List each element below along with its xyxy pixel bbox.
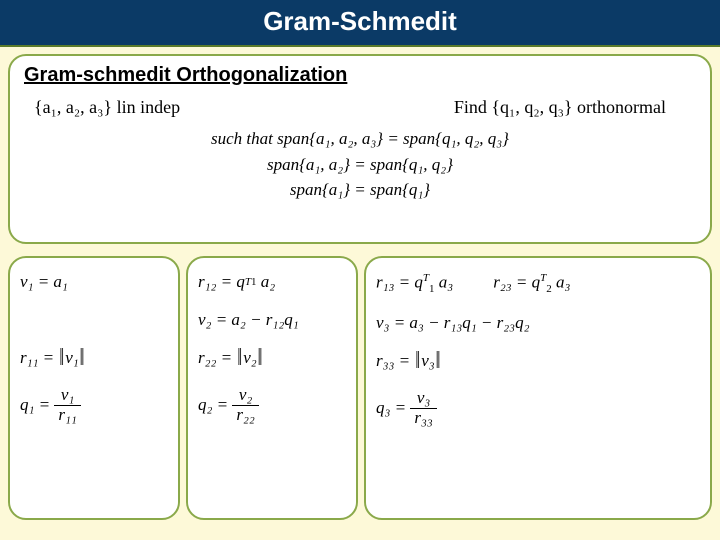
span-line-1: such that span{a₁, a₂, a₃} = span{q₁, q₂… [24,126,696,152]
premise-row: {a₁, a₂, a₃} lin indep Find {q₁, q₂, q₃}… [24,97,696,118]
eq-r33: r₃₃ = ‖v₃‖ [376,351,700,371]
span-line-2: span{a₁, a₂} = span{q₁, q₂} [24,152,696,178]
title-bar: Gram-Schmedit [0,0,720,47]
eq-r11: r₁₁ = ‖v₁‖ [20,348,168,368]
eq-r12: r₁₂ = qT1 a₂ [198,272,346,292]
subtitle: Gram-schmedit Orthogonalization [24,64,696,87]
eq-v1: v₁ = a₁ [20,272,168,292]
span-line-3: span{a₁} = span{q₁} [24,177,696,203]
eq-r22: r₂₂ = ‖v₂‖ [198,348,346,368]
panel-definition: Gram-schmedit Orthogonalization {a₁, a₂,… [8,54,712,244]
page-title: Gram-Schmedit [263,6,457,36]
eq-r13-r23: r₁₃ = qT1 a₃ r₂₃ = qT2 a₃ [376,272,700,295]
span-conditions: such that span{a₁, a₂, a₃} = span{q₁, q₂… [24,126,696,203]
panel-step-2: r₁₂ = qT1 a₂ v₂ = a₂ − r₁₂q₁ r₂₂ = ‖v₂‖ … [186,256,358,520]
panel-step-1: v₁ = a₁ r₁₁ = ‖v₁‖ q₁ = v₁r₁₁ [8,256,180,520]
panel-step-3: r₁₃ = qT1 a₃ r₂₃ = qT2 a₃ v₃ = a₃ − r₁₃q… [364,256,712,520]
eq-q3: q₃ = v₃r₃₃ [376,389,700,427]
find-set: Find {q₁, q₂, q₃} orthonormal [454,97,666,118]
eq-v2: v₂ = a₂ − r₁₂q₁ [198,310,346,330]
given-set: {a₁, a₂, a₃} lin indep [34,97,180,118]
eq-v3: v₃ = a₃ − r₁₃q₁ − r₂₃q₂ [376,313,700,333]
eq-q2: q₂ = v₂r₂₂ [198,386,346,424]
eq-q1: q₁ = v₁r₁₁ [20,386,168,424]
